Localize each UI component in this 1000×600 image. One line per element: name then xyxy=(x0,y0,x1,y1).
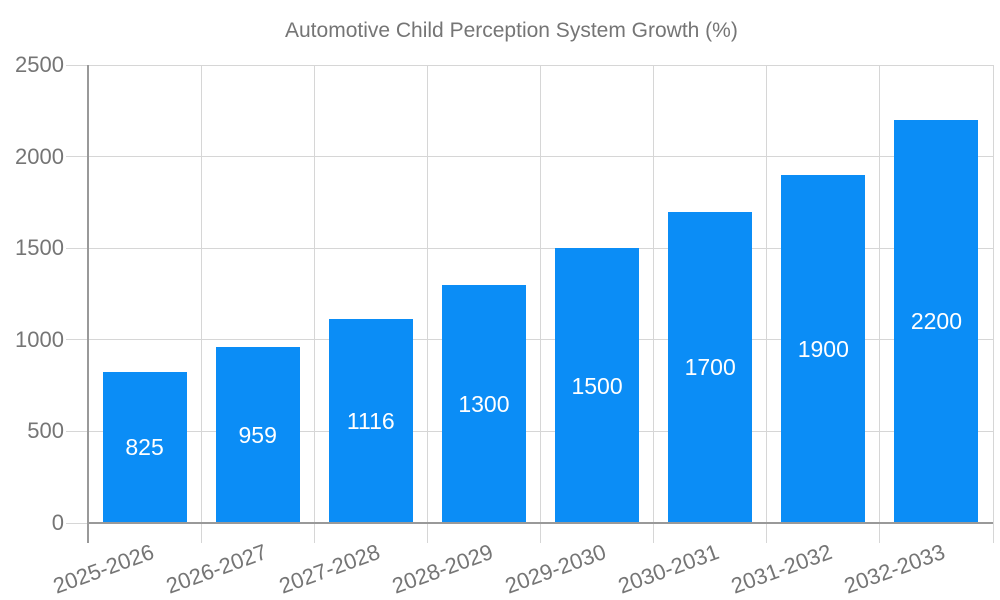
legend: Automotive Child Perception System Growt… xyxy=(192,18,738,44)
bar[interactable] xyxy=(555,248,640,523)
gridline-vertical xyxy=(992,65,994,543)
bar[interactable] xyxy=(781,174,866,523)
gridline-vertical xyxy=(313,65,315,543)
gridline-vertical xyxy=(653,65,655,543)
y-axis-tick-label: 2000 xyxy=(15,143,64,169)
gridline-vertical xyxy=(540,65,541,543)
gridline-horizontal xyxy=(66,64,993,66)
gridline-horizontal xyxy=(66,339,993,341)
gridline-horizontal xyxy=(66,430,993,432)
bar[interactable] xyxy=(328,318,413,523)
gridline-vertical xyxy=(200,65,202,543)
bar[interactable] xyxy=(668,211,753,523)
gridline-vertical xyxy=(766,65,768,543)
x-axis-line xyxy=(88,522,993,524)
gridline-horizontal xyxy=(66,247,993,249)
legend-item[interactable]: Automotive Child Perception System Growt… xyxy=(192,19,738,44)
gridline-vertical xyxy=(879,65,881,543)
bar[interactable] xyxy=(215,347,300,523)
y-axis-tick-label: 500 xyxy=(27,418,64,444)
bar[interactable] xyxy=(441,284,526,523)
y-axis-tick-label: 2500 xyxy=(15,52,64,77)
bar[interactable] xyxy=(894,119,979,523)
gridline-vertical xyxy=(426,65,428,543)
legend-label: Automotive Child Perception System Growt… xyxy=(285,19,738,42)
y-axis-tick-label: 1000 xyxy=(15,326,64,352)
y-axis-tick-label: 0 xyxy=(51,510,64,535)
y-axis-line xyxy=(87,65,89,543)
gridline-horizontal xyxy=(66,156,993,158)
bar[interactable] xyxy=(102,371,187,523)
y-axis-tick-label: 1500 xyxy=(15,235,64,261)
